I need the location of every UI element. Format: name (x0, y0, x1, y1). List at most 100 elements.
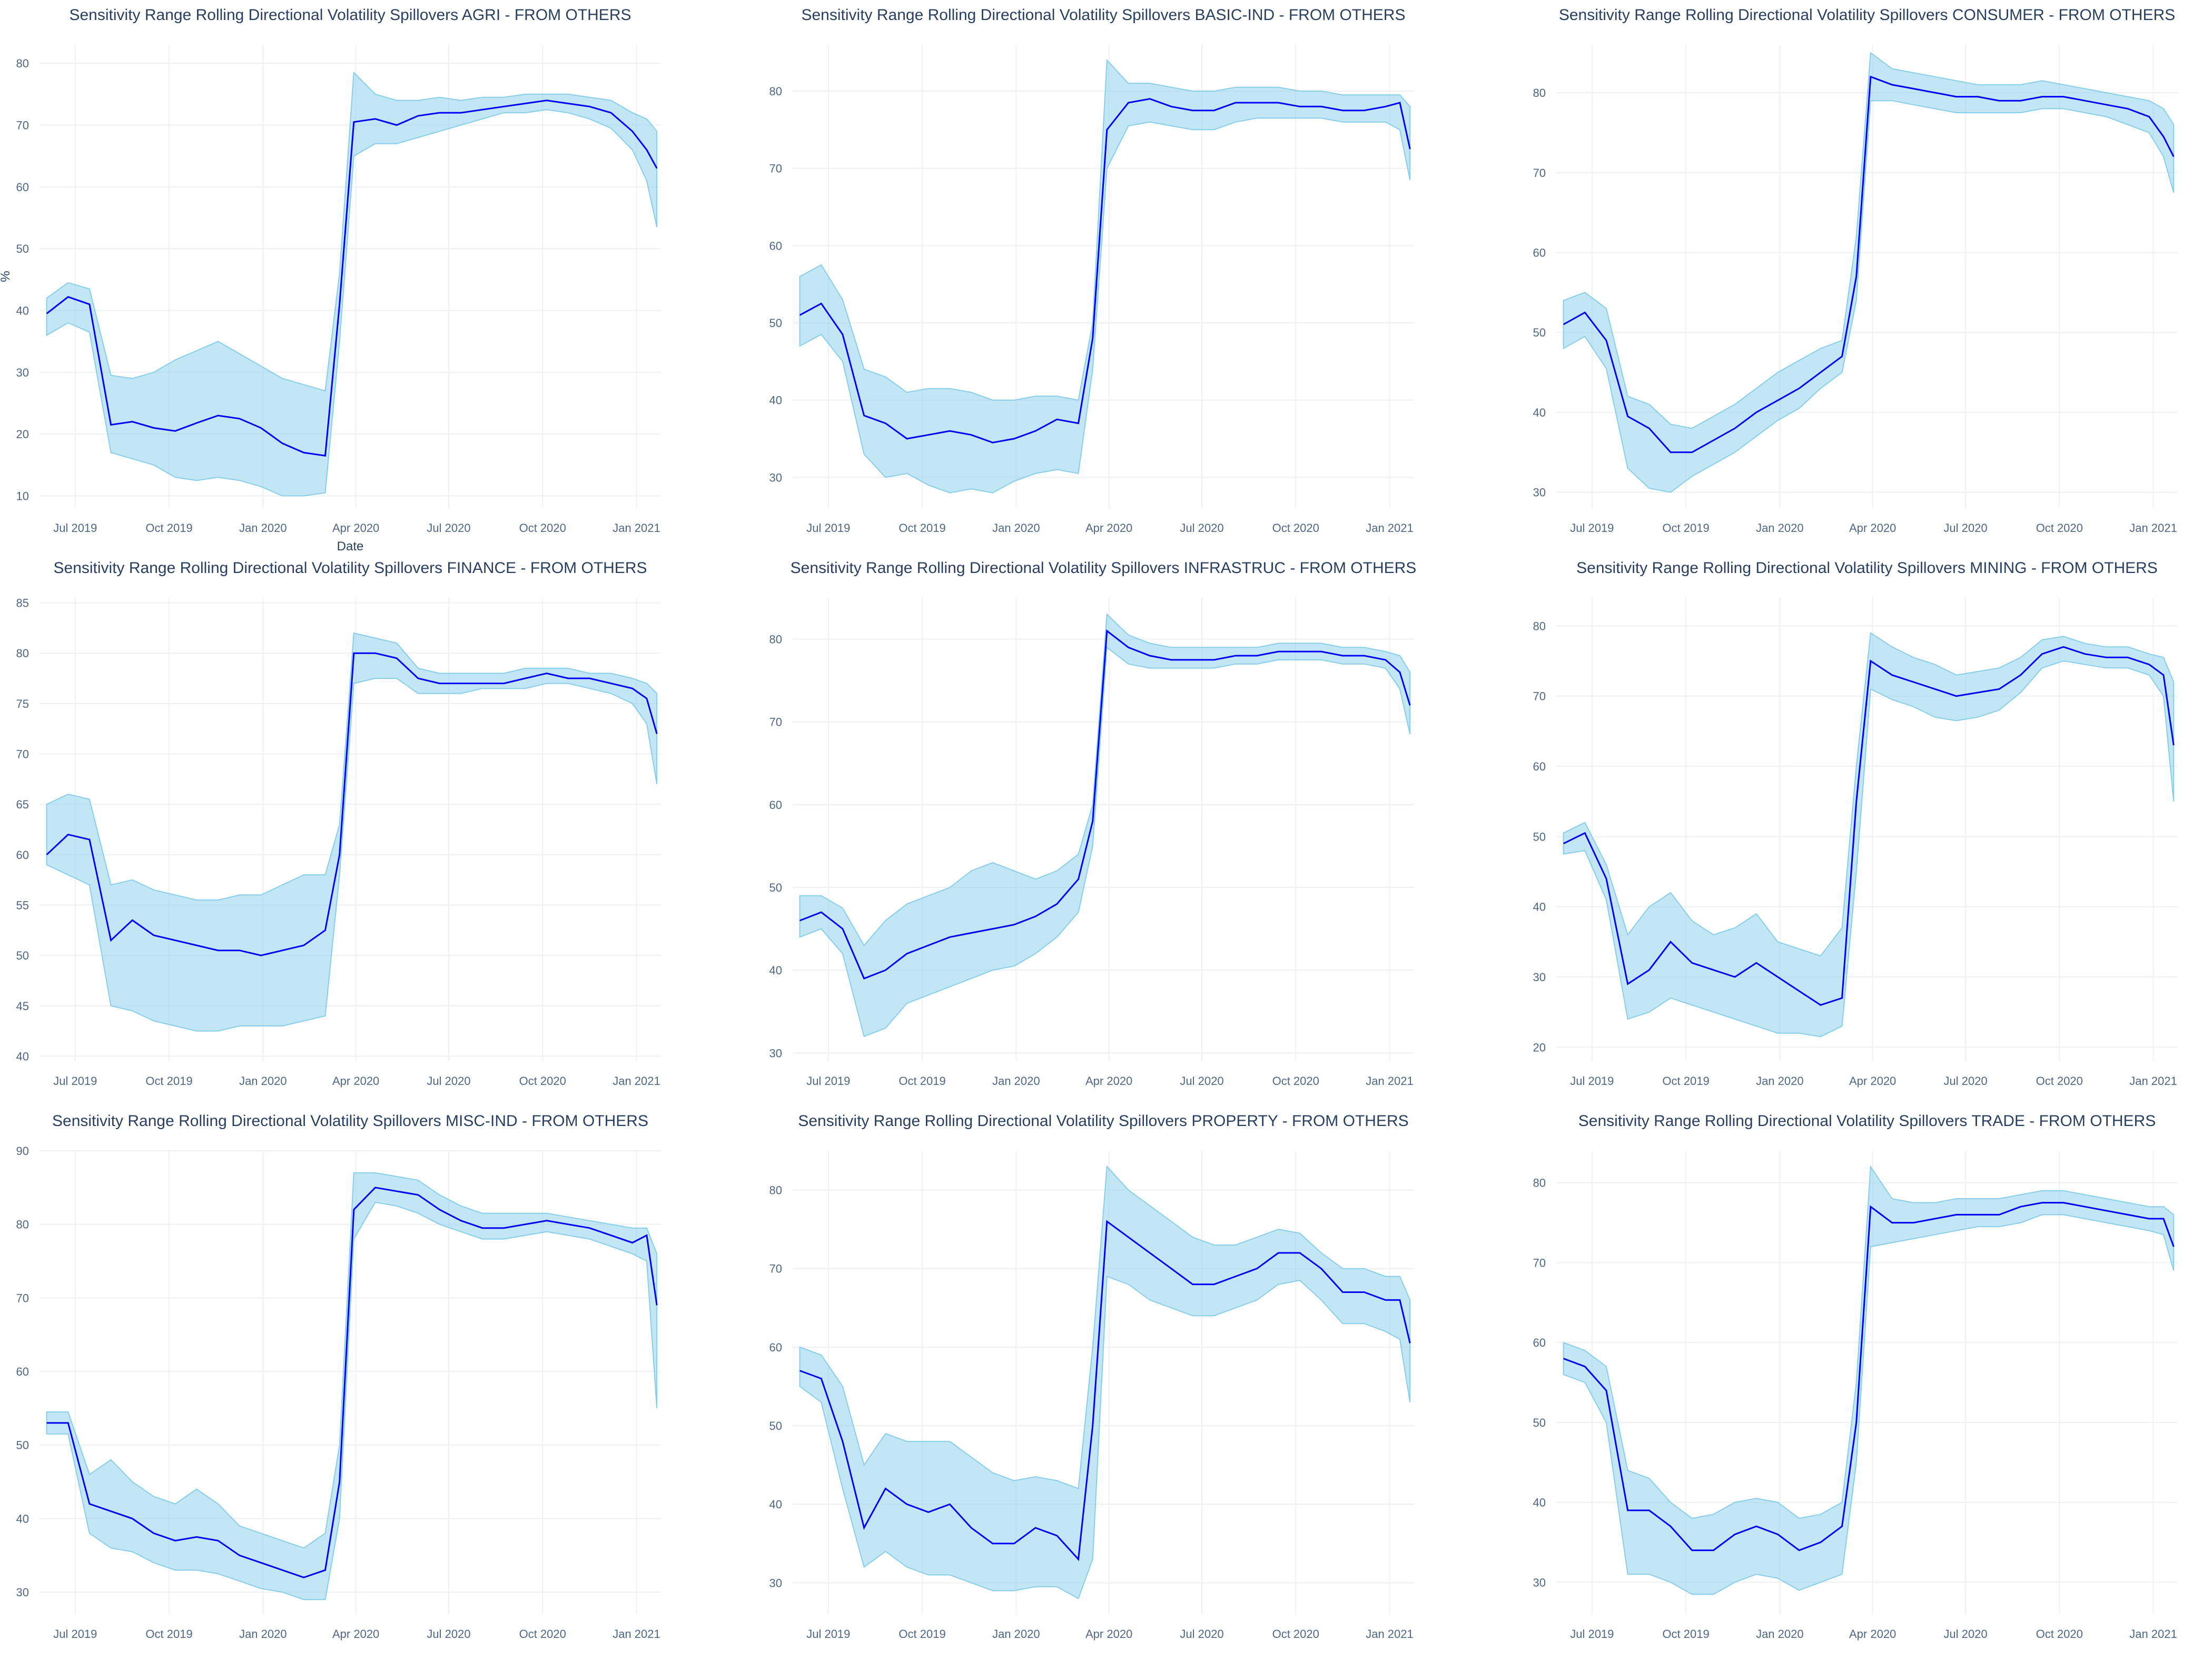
y-tick-label: 70 (1533, 166, 1546, 180)
chart-title: Sensitivity Range Rolling Directional Vo… (1578, 1112, 2156, 1130)
y-tick-label: 60 (16, 1365, 29, 1378)
x-tick-label: Oct 2020 (1272, 521, 1319, 535)
x-tick-label: Oct 2019 (898, 1074, 945, 1088)
x-tick-label: Apr 2020 (1849, 521, 1896, 535)
x-tick-label: Jul 2019 (53, 1627, 97, 1641)
x-tick-label: Jan 2021 (2129, 521, 2177, 535)
y-tick-label: 80 (769, 85, 782, 98)
y-tick-label: 30 (1533, 971, 1546, 984)
x-tick-label: Jul 2019 (1570, 1074, 1614, 1088)
y-tick-label: 80 (1533, 619, 1546, 633)
y-tick-label: 80 (769, 633, 782, 646)
x-tick-label: Jul 2019 (53, 521, 97, 535)
chart-title: Sensitivity Range Rolling Directional Vo… (791, 559, 1417, 577)
x-tick-label: Jan 2020 (992, 521, 1040, 535)
x-tick-label: Jan 2021 (613, 521, 660, 535)
x-tick-label: Oct 2020 (2036, 1627, 2083, 1641)
series-mean-line (799, 1220, 1411, 1562)
x-tick-label: Jul 2019 (1570, 521, 1614, 535)
y-tick-label: 20 (16, 428, 29, 441)
series-range-band (46, 71, 658, 497)
y-tick-label: 30 (769, 1576, 782, 1589)
y-tick-label: 80 (1533, 1177, 1546, 1190)
y-tick-label: 40 (769, 1498, 782, 1511)
y-tick-label: 55 (16, 898, 29, 912)
y-tick-label: 70 (769, 1262, 782, 1276)
y-tick-label: 45 (16, 1000, 29, 1013)
y-tick-label: 70 (1533, 1256, 1546, 1269)
y-tick-label: 50 (1533, 1416, 1546, 1429)
y-tick-label: 50 (769, 881, 782, 894)
x-tick-label: Oct 2019 (145, 1627, 192, 1641)
y-tick-label: 40 (1533, 1496, 1546, 1509)
x-tick-label: Oct 2019 (145, 1074, 192, 1088)
x-tick-label: Oct 2019 (898, 1627, 945, 1641)
x-tick-label: Jul 2019 (806, 521, 850, 535)
chart-consumer: 30 40 50 60 70 80 Jul 2019 Oct 2019 Jan 2020 Apr … (1533, 6, 2178, 535)
x-tick-label: Jan 2021 (2129, 1627, 2177, 1641)
y-tick-label: 60 (16, 181, 29, 194)
series-range-band (1563, 1165, 2175, 1595)
x-tick-label: Oct 2020 (2036, 1074, 2083, 1088)
y-tick-label: 50 (769, 1419, 782, 1433)
series-range-band (799, 58, 1411, 493)
series-range-band (46, 1172, 658, 1601)
chart-mining: 20 30 40 50 60 70 80 Jul 2019 Oct 2019 Jan 2020 Ap… (1533, 559, 2178, 1088)
chart-misc-ind: 30 40 50 60 70 80 90 Jul 2019 Oct 2019 Jan 2020 Ap… (16, 1112, 661, 1641)
y-tick-label: 40 (1533, 901, 1546, 914)
series-range-band (1563, 631, 2175, 1038)
y-tick-label: 60 (769, 1341, 782, 1354)
x-tick-label: Jul 2019 (806, 1627, 850, 1641)
y-tick-label: 80 (16, 647, 29, 660)
x-tick-label: Jul 2020 (427, 1074, 470, 1088)
y-tick-label: 40 (769, 394, 782, 407)
y-tick-label: 70 (1533, 690, 1546, 703)
x-tick-label: Jul 2019 (1570, 1627, 1614, 1641)
x-tick-label: Jan 2021 (1366, 521, 1414, 535)
y-tick-label: 30 (769, 471, 782, 484)
x-tick-label: Jul 2019 (53, 1074, 97, 1088)
x-tick-label: Jul 2020 (427, 1627, 470, 1641)
y-tick-label: 80 (16, 57, 29, 70)
x-tick-label: Jul 2020 (1180, 1074, 1223, 1088)
series-mean-line (46, 1187, 658, 1578)
y-tick-label: 40 (16, 304, 29, 318)
x-tick-label: Apr 2020 (332, 1627, 379, 1641)
y-tick-label: 10 (16, 490, 29, 503)
x-tick-label: Jan 2021 (2129, 1074, 2177, 1088)
x-tick-label: Oct 2020 (1272, 1627, 1319, 1641)
y-tick-label: 70 (16, 1291, 29, 1305)
series-range-band (1563, 52, 2175, 493)
x-tick-label: Oct 2019 (1662, 1627, 1709, 1641)
y-tick-label: 50 (769, 317, 782, 330)
y-tick-label: 70 (769, 716, 782, 729)
y-tick-label: 50 (16, 949, 29, 962)
x-tick-label: Jan 2020 (992, 1627, 1040, 1641)
y-tick-label: 40 (769, 964, 782, 977)
y-tick-label: 30 (16, 366, 29, 379)
chart-title: Sensitivity Range Rolling Directional Vo… (801, 6, 1405, 24)
chart-basic-ind: 30 40 50 60 70 80 Jul 2019 Oct 2019 Jan 2020 Apr … (769, 6, 1414, 535)
y-tick-label: 60 (769, 239, 782, 252)
x-tick-label: Jan 2021 (1366, 1074, 1414, 1088)
series-range-band (799, 1165, 1411, 1599)
chart-title: Sensitivity Range Rolling Directional Vo… (69, 6, 631, 24)
series-mean-line (799, 629, 1411, 980)
x-tick-label: Jul 2020 (1943, 1074, 1987, 1088)
x-tick-label: Jan 2020 (1756, 1627, 1804, 1641)
y-tick-label: 30 (769, 1046, 782, 1060)
series-mean-line (1563, 646, 2175, 1006)
x-tick-label: Oct 2019 (145, 521, 192, 535)
x-tick-label: Oct 2020 (519, 1074, 566, 1088)
chart-infrastruc: 30 40 50 60 70 80 Jul 2019 Oct 2019 Jan 2020 Apr … (769, 559, 1417, 1088)
chart-title: Sensitivity Range Rolling Directional Vo… (54, 559, 647, 577)
x-tick-label: Jan 2020 (992, 1074, 1040, 1088)
y-axis-label: % (0, 271, 13, 282)
y-tick-label: 70 (16, 119, 29, 132)
y-tick-label: 40 (1533, 406, 1546, 419)
y-tick-label: 60 (1533, 1336, 1546, 1349)
chart-title: Sensitivity Range Rolling Directional Vo… (1576, 559, 2158, 577)
x-tick-label: Oct 2020 (1272, 1074, 1319, 1088)
x-tick-label: Apr 2020 (1085, 1627, 1132, 1641)
x-tick-label: Jul 2019 (806, 1074, 850, 1088)
